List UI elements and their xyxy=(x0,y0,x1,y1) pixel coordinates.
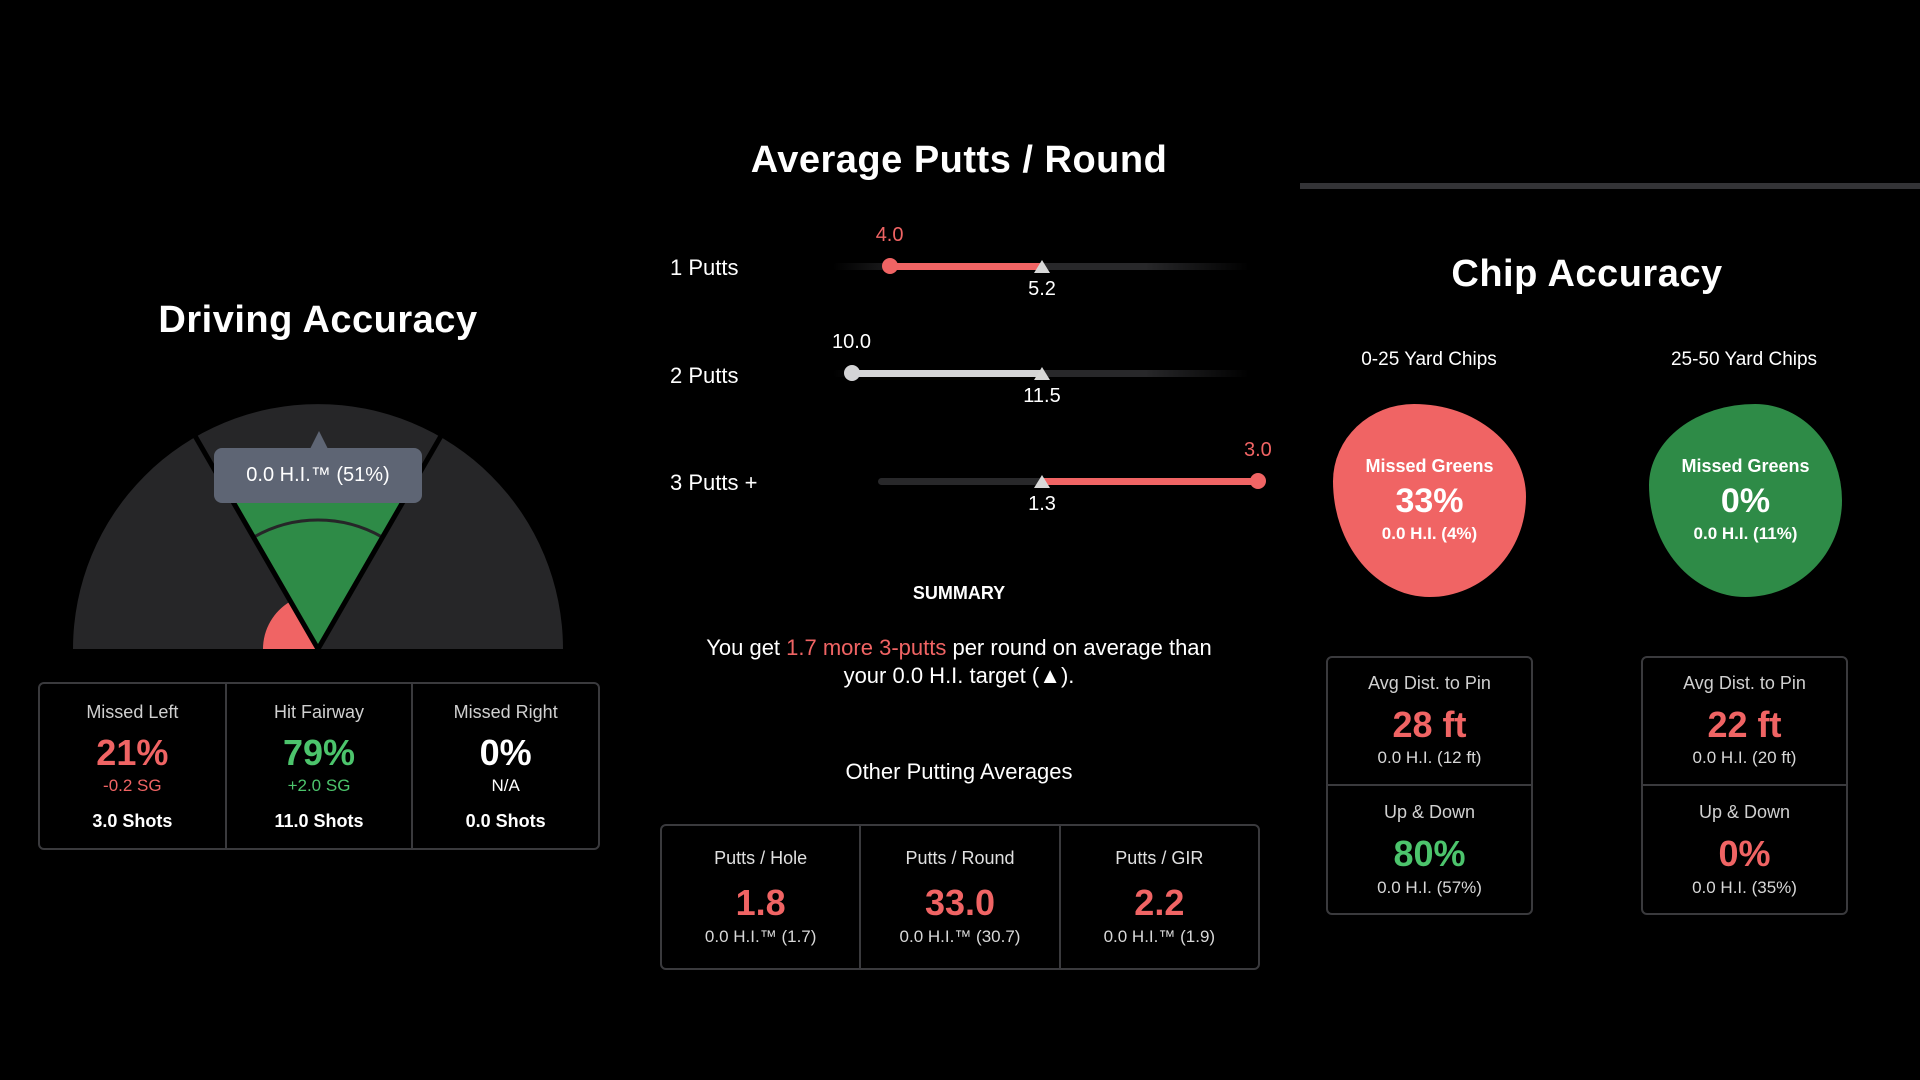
target-marker-icon xyxy=(1034,260,1050,273)
blob-label: Missed Greens xyxy=(1365,456,1494,476)
putt-bar xyxy=(1042,478,1258,485)
stat-value: 28 ft xyxy=(1392,704,1467,745)
stat-sg: -0.2 SG xyxy=(103,776,162,795)
stat-value: 2.2 xyxy=(1134,882,1185,923)
putt-value-label: 4.0 xyxy=(875,224,904,246)
stat-label: Avg Dist. to Pin xyxy=(1368,673,1491,693)
putt-target-label: 5.2 xyxy=(1028,278,1056,300)
chip-stats-box-0-25: Avg Dist. to Pin 28 ft 0.0 H.I. (12 ft) … xyxy=(1326,656,1533,915)
other-putting-heading: Other Putting Averages xyxy=(845,759,1073,784)
stat-label: Hit Fairway xyxy=(274,702,365,722)
target-marker-icon xyxy=(1034,367,1050,380)
stat-value: 80% xyxy=(1393,832,1466,874)
summary-line-1: You get 1.7 more 3-putts per round on av… xyxy=(706,635,1212,661)
driving-stats-table: Missed Left 21% -0.2 SG 3.0 Shots Hit Fa… xyxy=(38,682,600,850)
stat-sub: 0.0 H.I.™ (1.7) xyxy=(704,927,817,946)
missed-right-cell: Missed Right 0% N/A 0.0 Shots xyxy=(413,684,598,848)
putt-row-label: 3 Putts + xyxy=(670,470,758,495)
stat-value: 0% xyxy=(1718,832,1771,874)
putt-value-label: 3.0 xyxy=(1243,439,1272,461)
putt-row-label: 1 Putts xyxy=(670,255,739,280)
hit-fairway-cell: Hit Fairway 79% +2.0 SG 11.0 Shots xyxy=(227,684,414,848)
stat-label: Avg Dist. to Pin xyxy=(1683,673,1806,693)
stat-value: 22 ft xyxy=(1707,704,1782,745)
section-divider xyxy=(1300,183,1920,189)
tooltip-pointer xyxy=(310,431,328,449)
stat-label: Missed Left xyxy=(86,702,179,722)
driving-accuracy-title: Driving Accuracy xyxy=(158,299,478,341)
stat-shots: 3.0 Shots xyxy=(92,811,173,831)
stat-value: 0% xyxy=(479,732,532,773)
stat-sub: 0.0 H.I.™ (30.7) xyxy=(899,927,1021,946)
blob-label: Missed Greens xyxy=(1681,456,1810,476)
chip-group-heading: 0-25 Yard Chips xyxy=(1361,349,1497,370)
stat-sg: N/A xyxy=(491,776,520,795)
target-marker-icon xyxy=(1034,475,1050,488)
stat-shots: 0.0 Shots xyxy=(465,811,546,831)
up-down-section: Up & Down 80% 0.0 H.I. (57%) xyxy=(1328,786,1531,914)
average-putts-title: Average Putts / Round xyxy=(750,139,1168,181)
handicap-tooltip: 0.0 H.I.™ (51%) xyxy=(214,448,422,503)
other-putting-table: Putts / Hole 1.8 0.0 H.I.™ (1.7) Putts /… xyxy=(660,824,1260,970)
missed-greens-blob-0-25: Missed Greens 33% 0.0 H.I. (4%) xyxy=(1333,404,1526,597)
chip-group-heading: 25-50 Yard Chips xyxy=(1670,349,1818,370)
blob-sub: 0.0 H.I. (4%) xyxy=(1381,524,1478,543)
stat-label: Putts / Round xyxy=(905,848,1015,868)
missed-left-wedge xyxy=(263,601,318,649)
putt-value-dot xyxy=(881,258,898,274)
avg-dist-section: Avg Dist. to Pin 22 ft 0.0 H.I. (20 ft) xyxy=(1643,658,1846,786)
chip-accuracy-title: Chip Accuracy xyxy=(1451,253,1723,295)
summary-highlight: 1.7 more 3-putts xyxy=(786,635,947,660)
summary-suffix: per round on average than xyxy=(946,635,1212,660)
blob-value: 33% xyxy=(1395,482,1464,520)
missed-left-cell: Missed Left 21% -0.2 SG 3.0 Shots xyxy=(40,684,227,848)
putt-value-dot xyxy=(1249,473,1266,489)
stat-sub: 0.0 H.I. (20 ft) xyxy=(1692,748,1797,767)
putt-target-label: 11.5 xyxy=(1023,385,1061,407)
summary-line-2: your 0.0 H.I. target (▲). xyxy=(843,663,1075,688)
putts-per-gir-cell: Putts / GIR 2.2 0.0 H.I.™ (1.9) xyxy=(1061,826,1258,968)
putt-bar xyxy=(889,263,1042,270)
stat-shots: 11.0 Shots xyxy=(274,811,364,831)
putt-bar xyxy=(851,370,1042,377)
putts-per-hole-cell: Putts / Hole 1.8 0.0 H.I.™ (1.7) xyxy=(662,826,862,968)
putts-per-round-cell: Putts / Round 33.0 0.0 H.I.™ (30.7) xyxy=(861,826,1061,968)
stat-sg: +2.0 SG xyxy=(287,776,351,795)
inner-arc xyxy=(252,518,384,539)
stat-label: Putts / Hole xyxy=(714,848,808,868)
stat-label: Up & Down xyxy=(1698,801,1791,822)
stat-sub: 0.0 H.I. (12 ft) xyxy=(1377,748,1482,767)
stat-label: Putts / GIR xyxy=(1115,848,1204,868)
stat-sub: 0.0 H.I. (35%) xyxy=(1692,877,1797,897)
stat-label: Up & Down xyxy=(1383,801,1476,822)
putt-value-label: 10.0 xyxy=(832,331,871,353)
stat-value: 1.8 xyxy=(735,882,786,923)
chip-stats-box-25-50: Avg Dist. to Pin 22 ft 0.0 H.I. (20 ft) … xyxy=(1641,656,1848,915)
up-down-section: Up & Down 0% 0.0 H.I. (35%) xyxy=(1643,786,1846,914)
putt-row-label: 2 Putts xyxy=(670,363,739,388)
blob-sub: 0.0 H.I. (11%) xyxy=(1693,524,1798,543)
missed-greens-blob-25-50: Missed Greens 0% 0.0 H.I. (11%) xyxy=(1649,404,1842,597)
putt-value-dot xyxy=(843,365,860,381)
summary-heading: SUMMARY xyxy=(912,583,1006,603)
stat-value: 79% xyxy=(282,732,356,773)
stat-sub: 0.0 H.I.™ (1.9) xyxy=(1103,927,1216,946)
blob-value: 0% xyxy=(1720,482,1771,520)
stat-value: 21% xyxy=(96,732,169,773)
avg-dist-section: Avg Dist. to Pin 28 ft 0.0 H.I. (12 ft) xyxy=(1328,658,1531,786)
putt-target-label: 1.3 xyxy=(1028,493,1056,515)
summary-prefix: You get xyxy=(706,635,787,660)
stat-label: Missed Right xyxy=(453,702,558,722)
stat-sub: 0.0 H.I. (57%) xyxy=(1377,877,1482,897)
stat-value: 33.0 xyxy=(924,882,996,923)
